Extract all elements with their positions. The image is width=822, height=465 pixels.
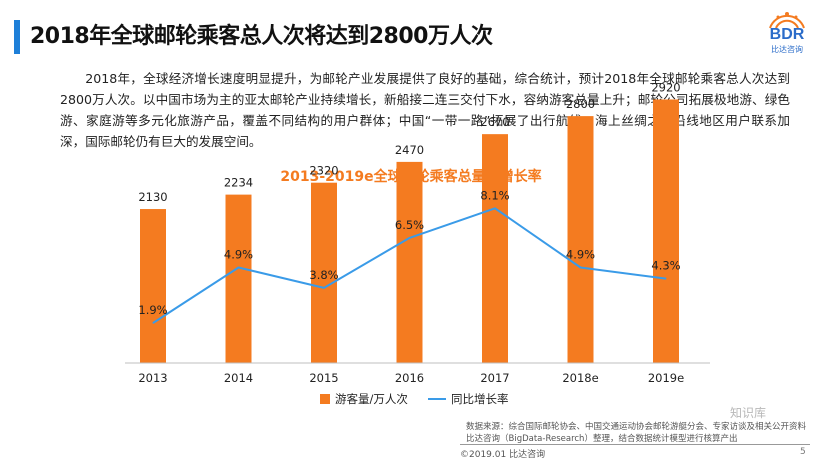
growth-point-2018e [580, 267, 581, 268]
bar-2016 [396, 161, 423, 363]
logo-text: BDR [769, 26, 805, 43]
x-tick-label: 2018e [562, 371, 598, 385]
bar-value-label: 2800 [566, 97, 595, 111]
bar-2015 [311, 182, 337, 363]
watermark-text: 知识库 [730, 406, 767, 420]
bar-2017 [482, 134, 508, 363]
x-tick-label: 2014 [224, 371, 253, 385]
growth-point-2013 [152, 322, 154, 324]
growth-point-2017 [494, 207, 496, 209]
page-number: 5 [800, 447, 806, 457]
bar-2014 [225, 194, 252, 363]
growth-point-2014 [238, 267, 239, 268]
x-tick-label: 2016 [395, 371, 424, 385]
growth-rate-label: 4.9% [566, 248, 595, 262]
legend-label-bar: 游客量/万人次 [335, 392, 408, 406]
logo-subtitle: 比达咨询 [771, 45, 803, 54]
growth-rate-label: 4.3% [651, 259, 680, 273]
legend-swatch-bar [320, 394, 330, 404]
page-title: 2018年全球邮轮乘客总人次将达到2800万人次 [30, 24, 493, 49]
growth-rate-label: 8.1% [480, 188, 509, 202]
title-accent-bar [14, 20, 20, 54]
intro-paragraph: 2018年，全球经济增长速度明显提升，为邮轮产业发展提供了良好的基础，综合统计，… [60, 71, 790, 149]
x-tick-label: 2019e [648, 371, 684, 385]
bdr-logo-icon [769, 12, 805, 29]
growth-rate-label: 3.8% [309, 268, 338, 282]
footer-divider [460, 444, 810, 445]
growth-point-2016 [409, 237, 410, 239]
bar-value-label: 2234 [224, 176, 253, 190]
x-tick-label: 2015 [309, 371, 338, 385]
legend-label-line: 同比增长率 [451, 392, 509, 406]
bar-2019e [653, 99, 679, 363]
data-source-note: 数据来源：综合国际邮轮协会、中国交通运动协会邮轮游艇分会、专家访谈及相关公开资料… [466, 422, 807, 444]
bar-value-label: 2670 [480, 115, 509, 129]
x-tick-label: 2017 [480, 371, 509, 385]
bar-2013 [140, 209, 166, 363]
growth-rate-label: 1.9% [138, 303, 167, 317]
bar-value-label: 2320 [309, 164, 338, 178]
bar-2018e [567, 116, 594, 363]
growth-point-2019e [665, 278, 667, 280]
bar-value-label: 2470 [395, 143, 424, 157]
growth-rate-label: 6.5% [395, 218, 424, 232]
growth-rate-label: 4.9% [224, 248, 253, 262]
bar-value-label: 2130 [138, 190, 167, 204]
x-tick-label: 2013 [138, 371, 167, 385]
bar-value-label: 2920 [651, 80, 680, 94]
growth-point-2015 [323, 287, 325, 289]
copyright-text: ©2019.01 比达咨询 [460, 450, 546, 460]
